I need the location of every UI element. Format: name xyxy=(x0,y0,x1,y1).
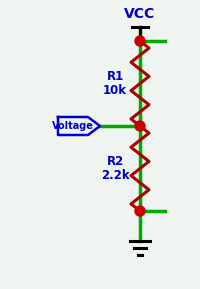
Circle shape xyxy=(135,36,145,46)
Text: Voltage: Voltage xyxy=(52,121,94,131)
Text: R2: R2 xyxy=(106,155,124,168)
Text: 10k: 10k xyxy=(103,84,127,97)
Circle shape xyxy=(135,206,145,216)
Text: R1: R1 xyxy=(106,70,124,83)
Circle shape xyxy=(135,121,145,131)
Text: VCC: VCC xyxy=(124,7,156,21)
Text: 2.2k: 2.2k xyxy=(101,169,129,182)
